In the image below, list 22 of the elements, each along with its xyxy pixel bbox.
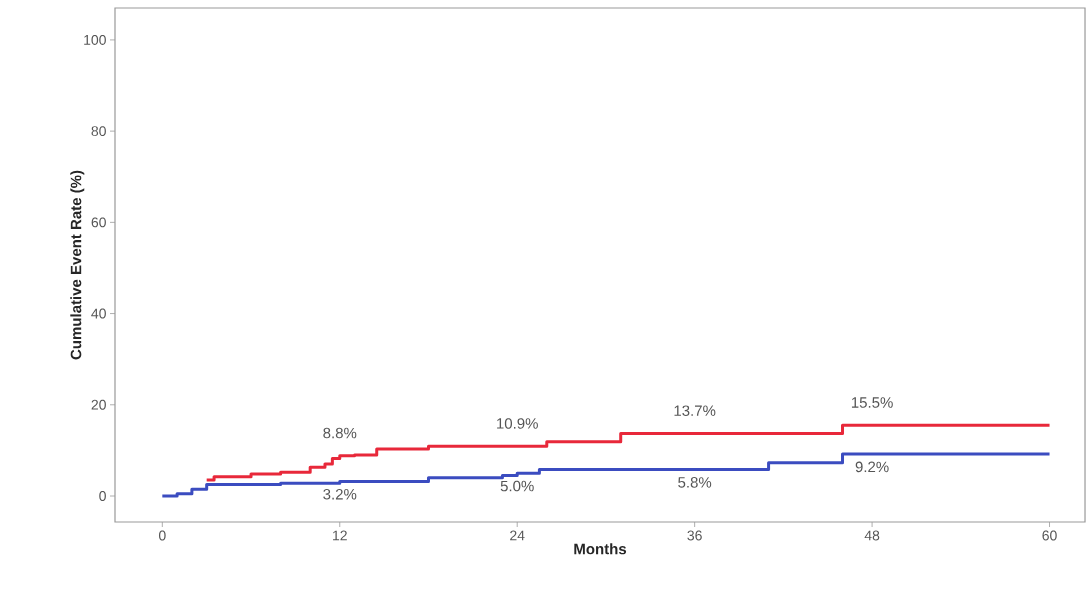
x-tick-label: 0 [158,530,166,541]
annotation: 3.2% [323,488,357,500]
x-axis-title: Months [574,543,627,555]
y-tick-label: 80 [91,126,106,137]
annotation: 5.0% [500,480,534,492]
x-tick-label: 48 [864,530,880,541]
x-tick-label: 12 [333,530,347,541]
annotation: 9.2% [855,461,889,473]
y-tick-label: 100 [84,34,106,45]
annotation: 5.8% [678,477,712,488]
x-tick-label: 60 [1042,530,1057,541]
y-tick-label: 40 [91,308,106,319]
annotation: 8.8% [323,427,357,439]
x-tick-label: 36 [687,530,702,541]
y-tick-label: 60 [91,217,106,228]
annotation: 13.7% [674,405,716,416]
y-tick-label: 0 [99,491,106,501]
annotation: 10.9% [497,418,538,429]
y-axis-title: Cumulative Event Rate (%) [70,170,85,360]
y-tick-label: 20 [91,399,106,410]
annotation: 15.5% [851,397,893,408]
x-tick-label: 24 [510,530,525,541]
